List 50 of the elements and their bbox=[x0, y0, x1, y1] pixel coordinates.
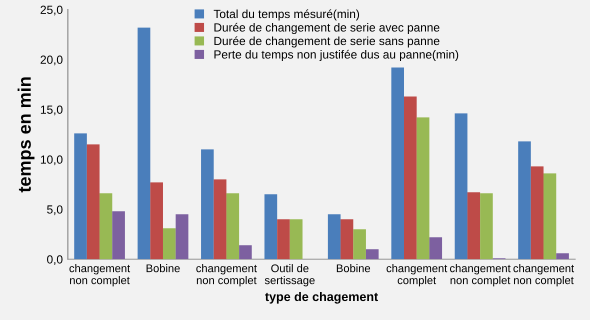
bar bbox=[138, 28, 150, 260]
bar bbox=[544, 173, 556, 260]
legend-label: Perte du temps non justifée dus au panne(min) bbox=[214, 50, 458, 61]
bar bbox=[290, 219, 303, 260]
y-tick-label: 25,0 bbox=[40, 6, 63, 16]
x-tick-label: Outil de sertissage bbox=[264, 264, 315, 286]
bar bbox=[530, 166, 544, 260]
bar bbox=[226, 193, 240, 260]
y-tick-label: 5,0 bbox=[47, 205, 63, 216]
bar bbox=[391, 68, 404, 260]
x-tick-label: changement non complet bbox=[513, 264, 574, 286]
bar bbox=[518, 141, 531, 260]
bar bbox=[150, 182, 163, 260]
bar bbox=[86, 144, 100, 260]
y-axis-title: temps en min bbox=[18, 77, 34, 192]
bar bbox=[264, 194, 278, 260]
bar bbox=[556, 253, 569, 260]
y-tick-label: 0,0 bbox=[47, 255, 63, 265]
y-tick-label: 10,0 bbox=[40, 155, 63, 166]
x-tick-label: changement non complet bbox=[196, 264, 257, 286]
bar bbox=[416, 117, 430, 260]
bar bbox=[328, 214, 341, 260]
bar bbox=[239, 245, 252, 260]
bar bbox=[353, 229, 366, 260]
bar bbox=[74, 133, 87, 260]
y-tick-label: 15,0 bbox=[40, 105, 63, 116]
bar bbox=[201, 149, 214, 260]
bar bbox=[429, 237, 442, 260]
bar bbox=[162, 228, 176, 260]
x-tick-label: Bobine bbox=[146, 264, 180, 272]
x-tick-label: Bobine bbox=[336, 264, 370, 272]
bar bbox=[480, 193, 493, 260]
x-axis-title: type de chagement bbox=[265, 292, 378, 304]
x-tick-label: changement non complet bbox=[69, 264, 130, 286]
bar bbox=[454, 113, 468, 260]
legend-label: Durée de changement de serie sans panne bbox=[214, 36, 440, 48]
bar bbox=[277, 219, 290, 260]
bar bbox=[100, 193, 112, 260]
bar bbox=[404, 96, 417, 260]
x-tick-label: changement non complet bbox=[450, 264, 511, 286]
bar bbox=[467, 192, 480, 260]
x-tick-label: changement complet bbox=[386, 264, 448, 286]
legend-label: Durée de changement de serie avec panne bbox=[214, 22, 440, 34]
bar bbox=[340, 219, 354, 260]
y-tick-label: 20,0 bbox=[40, 56, 63, 66]
bar bbox=[366, 249, 379, 260]
legend-label: Total du temps mésuré(min) bbox=[214, 9, 360, 20]
bar bbox=[214, 179, 226, 260]
bar bbox=[112, 211, 125, 260]
bar bbox=[176, 214, 188, 260]
